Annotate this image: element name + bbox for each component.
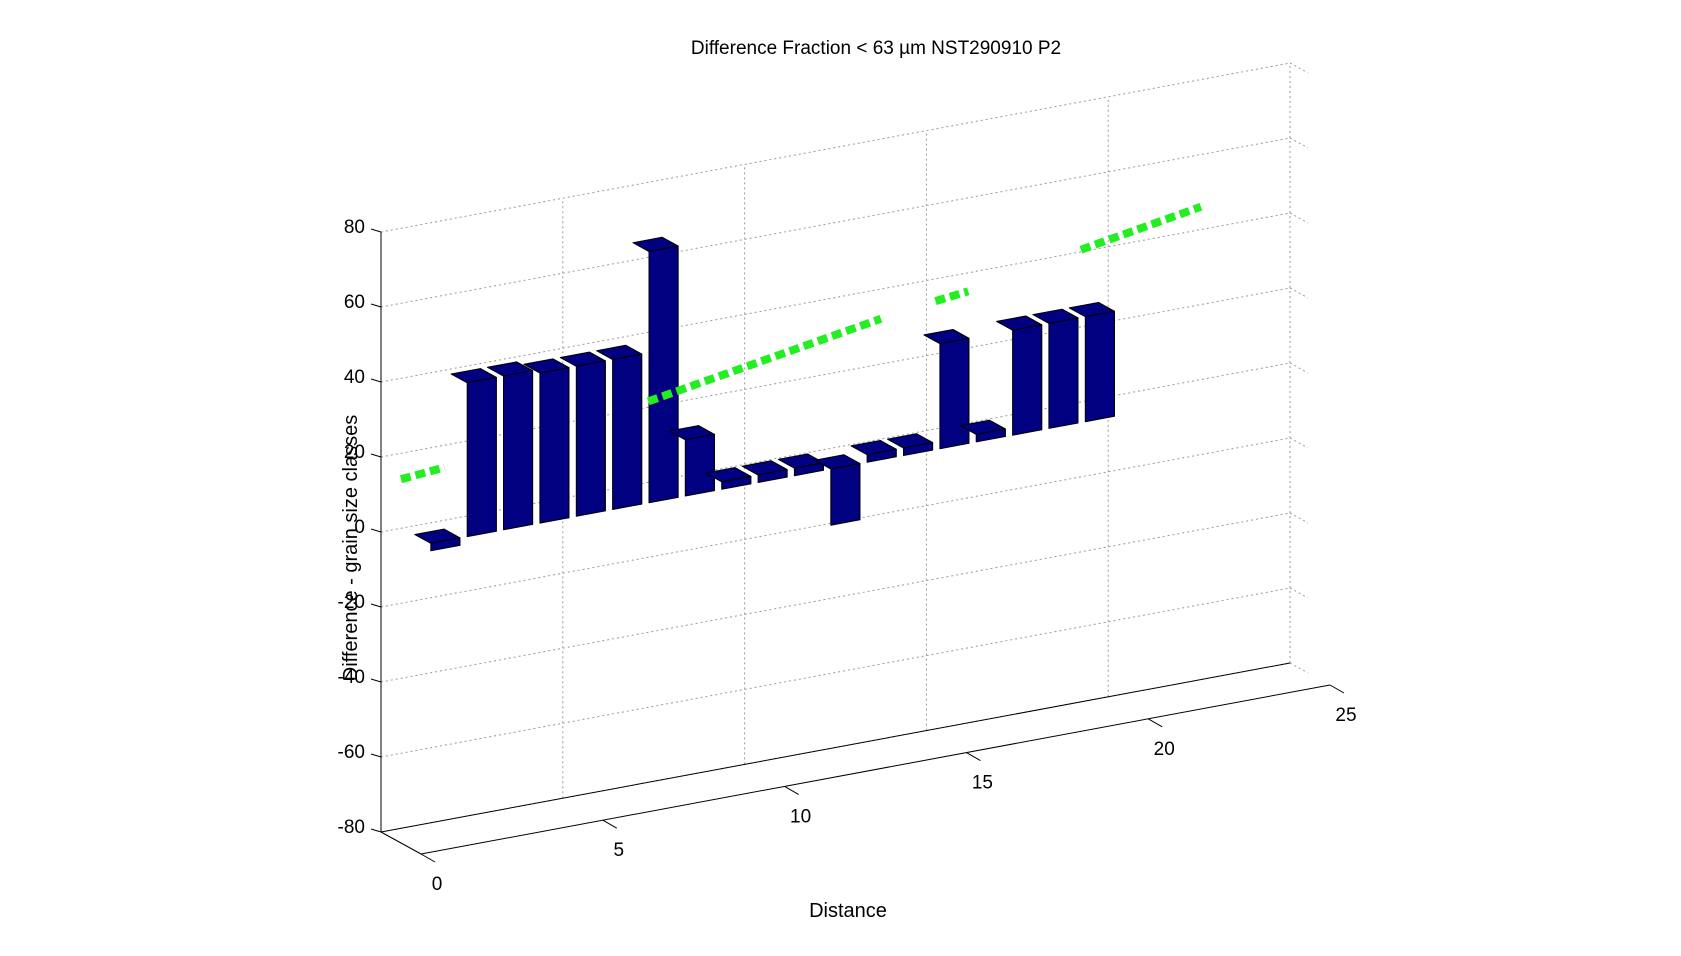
x-tick bbox=[1147, 718, 1163, 728]
x-tick bbox=[784, 785, 799, 795]
grid-line-z bbox=[380, 437, 1291, 608]
bar-front bbox=[430, 537, 461, 552]
bar bbox=[523, 358, 570, 524]
bar-front bbox=[612, 353, 643, 510]
depth-axis-line bbox=[380, 831, 422, 855]
bar bbox=[1068, 302, 1115, 423]
x-tick bbox=[966, 752, 981, 762]
z-tick-label: -40 bbox=[338, 667, 365, 688]
bar bbox=[887, 433, 934, 456]
x-tick bbox=[1329, 684, 1345, 694]
z-tick bbox=[370, 678, 382, 683]
z-tick bbox=[370, 303, 382, 308]
bars bbox=[414, 236, 1115, 552]
trend-segment bbox=[399, 463, 446, 484]
bar-front bbox=[575, 360, 606, 517]
axes bbox=[370, 228, 1345, 863]
grid-line-side bbox=[1289, 137, 1309, 149]
grid-line-z bbox=[380, 62, 1291, 233]
bar-front bbox=[648, 245, 679, 504]
bar-front bbox=[1084, 310, 1115, 423]
bar bbox=[487, 361, 534, 531]
grid-line-side bbox=[1289, 362, 1309, 374]
z-tick-label: 60 bbox=[344, 292, 365, 313]
grid-line-side bbox=[1289, 287, 1309, 299]
z-tick bbox=[370, 528, 382, 533]
grid-line-z bbox=[380, 512, 1291, 683]
x-tick-label: 5 bbox=[614, 840, 625, 861]
z-tick-label: 0 bbox=[354, 517, 365, 538]
grid-line-side bbox=[1289, 512, 1309, 524]
grid-line-z bbox=[380, 137, 1291, 308]
grid-line-side bbox=[1289, 587, 1309, 599]
back-floor-line bbox=[380, 662, 1291, 833]
grid-line-z bbox=[380, 587, 1291, 758]
y-axis-label: Difference - grain size classes bbox=[340, 415, 362, 681]
z-tick-label: -20 bbox=[338, 592, 365, 613]
bar-front bbox=[830, 463, 861, 526]
bar bbox=[596, 344, 643, 510]
trend-segment bbox=[934, 287, 970, 305]
x-tick-label: 15 bbox=[972, 773, 993, 794]
grid-line-side bbox=[1289, 662, 1309, 674]
bar-front bbox=[939, 337, 970, 450]
z-tick-label: 20 bbox=[344, 442, 365, 463]
tick-labels: 80 60 40 20 0 -20 -40 -60 -80 0 5 10 15 20 25 bbox=[338, 217, 1357, 895]
trend-line bbox=[399, 203, 1203, 484]
bar-front bbox=[866, 448, 897, 463]
bar bbox=[814, 454, 861, 526]
x-tick-label: 10 bbox=[790, 806, 811, 827]
chart-title: Difference Fraction < 63 µm NST290910 P2 bbox=[691, 38, 1061, 59]
grid-line-side bbox=[1289, 62, 1309, 74]
bar-front bbox=[466, 376, 497, 538]
z-tick-label: 40 bbox=[344, 367, 365, 388]
bar bbox=[777, 453, 824, 477]
x-tick-label: 25 bbox=[1335, 705, 1356, 726]
bar-front bbox=[903, 442, 934, 456]
bar-front bbox=[1012, 324, 1043, 436]
x-tick-label: 0 bbox=[432, 874, 443, 895]
x-axis-label: Distance bbox=[809, 900, 887, 922]
z-tick bbox=[370, 228, 382, 233]
grid-line-side bbox=[1289, 437, 1309, 449]
x-axis-line bbox=[420, 684, 1331, 855]
x-tick-label: 20 bbox=[1154, 739, 1175, 760]
z-tick bbox=[370, 378, 382, 383]
grid-line-z bbox=[380, 362, 1291, 533]
bar bbox=[959, 419, 1006, 443]
bar-front bbox=[757, 469, 788, 483]
trend-segment bbox=[646, 314, 883, 406]
x-tick bbox=[602, 819, 618, 829]
bar-front bbox=[503, 370, 534, 531]
z-tick-label: 80 bbox=[344, 217, 365, 238]
bar-front bbox=[684, 433, 715, 497]
x-tick bbox=[420, 853, 436, 863]
z-tick bbox=[370, 453, 382, 458]
grid-line-side bbox=[1289, 212, 1309, 224]
z-tick bbox=[370, 603, 382, 608]
bar bbox=[1032, 308, 1079, 429]
bar bbox=[923, 329, 970, 450]
grid-line-z bbox=[380, 212, 1291, 383]
z-tick-label: -80 bbox=[338, 817, 365, 838]
bar bbox=[996, 315, 1043, 436]
z-tick bbox=[370, 828, 382, 833]
bar bbox=[559, 351, 606, 517]
bar bbox=[741, 460, 788, 483]
trend-segment bbox=[1079, 203, 1203, 254]
bar bbox=[450, 368, 497, 538]
bar bbox=[850, 440, 897, 463]
bar-front bbox=[975, 428, 1006, 443]
z-tick bbox=[370, 753, 382, 758]
grid-line-z bbox=[380, 287, 1291, 458]
bar bbox=[414, 528, 461, 552]
bar-front bbox=[721, 475, 752, 490]
bar bbox=[705, 467, 752, 490]
bar-front bbox=[539, 367, 570, 524]
bar-front bbox=[1048, 317, 1079, 429]
z-tick-label: -60 bbox=[338, 742, 365, 763]
